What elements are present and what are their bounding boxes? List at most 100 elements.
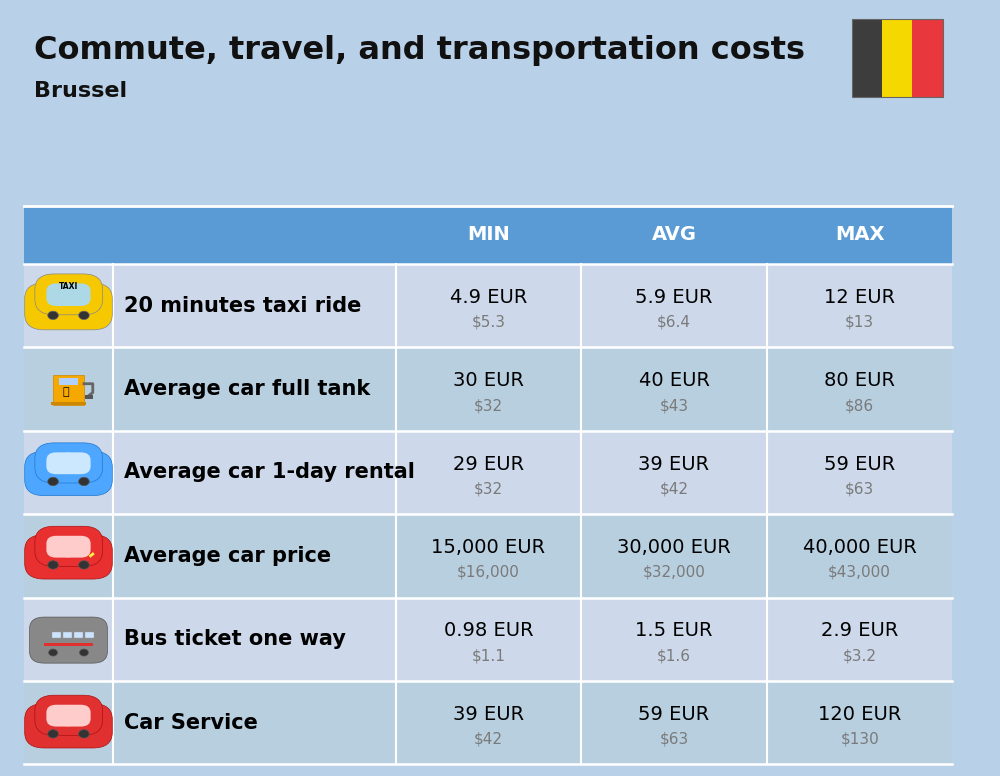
- Text: $3.2: $3.2: [843, 649, 877, 663]
- Bar: [24, 681, 113, 764]
- FancyBboxPatch shape: [60, 535, 91, 558]
- Text: 39 EUR: 39 EUR: [453, 705, 524, 724]
- Circle shape: [51, 706, 59, 712]
- Bar: [24, 514, 113, 598]
- Text: $1.1: $1.1: [472, 649, 505, 663]
- Text: $5.3: $5.3: [471, 315, 505, 330]
- Circle shape: [48, 729, 58, 738]
- Text: 2.9 EUR: 2.9 EUR: [821, 622, 898, 640]
- Circle shape: [48, 311, 58, 320]
- Circle shape: [80, 649, 88, 656]
- Circle shape: [48, 561, 58, 569]
- Bar: [53, 375, 84, 405]
- Bar: [396, 347, 581, 431]
- Text: 40 EUR: 40 EUR: [639, 371, 710, 390]
- Bar: [113, 431, 396, 514]
- Text: 30,000 EUR: 30,000 EUR: [617, 538, 731, 557]
- FancyBboxPatch shape: [60, 705, 91, 726]
- Circle shape: [79, 561, 89, 569]
- Text: 💧: 💧: [63, 386, 70, 397]
- Bar: [63, 632, 72, 638]
- Bar: [882, 19, 912, 97]
- Text: Car Service: Car Service: [124, 712, 258, 733]
- Circle shape: [79, 477, 89, 486]
- Bar: [767, 206, 952, 264]
- Text: $1.6: $1.6: [657, 649, 691, 663]
- Bar: [51, 402, 86, 405]
- Text: 80 EUR: 80 EUR: [824, 371, 895, 390]
- Bar: [581, 431, 767, 514]
- Text: 1.5 EUR: 1.5 EUR: [635, 622, 713, 640]
- Text: $63: $63: [845, 482, 874, 497]
- Bar: [767, 347, 952, 431]
- Bar: [113, 514, 396, 598]
- Bar: [852, 19, 882, 97]
- Bar: [581, 264, 767, 348]
- Bar: [396, 681, 581, 764]
- Bar: [767, 264, 952, 348]
- Bar: [85, 632, 94, 638]
- FancyBboxPatch shape: [46, 535, 77, 558]
- Text: $42: $42: [474, 732, 503, 747]
- Text: $43: $43: [659, 398, 689, 413]
- Bar: [113, 264, 396, 348]
- FancyBboxPatch shape: [35, 274, 103, 315]
- Text: 40,000 EUR: 40,000 EUR: [803, 538, 917, 557]
- Bar: [581, 598, 767, 681]
- Text: $43,000: $43,000: [828, 565, 891, 580]
- Bar: [24, 264, 113, 348]
- Text: TAXI: TAXI: [59, 282, 78, 291]
- Bar: [396, 431, 581, 514]
- Text: 20 minutes taxi ride: 20 minutes taxi ride: [124, 296, 362, 316]
- Bar: [581, 347, 767, 431]
- FancyBboxPatch shape: [46, 452, 77, 474]
- Text: $42: $42: [660, 482, 689, 497]
- Text: $32: $32: [474, 482, 503, 497]
- Text: MAX: MAX: [835, 225, 884, 244]
- Text: Average car 1-day rental: Average car 1-day rental: [124, 462, 415, 483]
- Bar: [44, 643, 93, 646]
- Circle shape: [79, 729, 89, 738]
- Text: Average car price: Average car price: [124, 546, 331, 566]
- Bar: [912, 19, 943, 97]
- Bar: [113, 347, 396, 431]
- Text: 5.9 EUR: 5.9 EUR: [635, 288, 713, 307]
- Text: Bus ticket one way: Bus ticket one way: [124, 629, 346, 650]
- Bar: [85, 395, 93, 399]
- Text: Brussel: Brussel: [34, 81, 127, 102]
- Text: Average car full tank: Average car full tank: [124, 379, 371, 399]
- FancyBboxPatch shape: [46, 283, 77, 306]
- Bar: [113, 681, 396, 764]
- Text: $32: $32: [474, 398, 503, 413]
- Text: MIN: MIN: [467, 225, 510, 244]
- FancyBboxPatch shape: [35, 443, 103, 483]
- Text: AVG: AVG: [652, 225, 697, 244]
- Text: 59 EUR: 59 EUR: [824, 455, 895, 473]
- Circle shape: [79, 708, 84, 712]
- Bar: [767, 514, 952, 598]
- Text: 59 EUR: 59 EUR: [638, 705, 710, 724]
- Bar: [852, 19, 943, 97]
- FancyBboxPatch shape: [30, 617, 107, 663]
- FancyBboxPatch shape: [46, 705, 77, 726]
- Text: 120 EUR: 120 EUR: [818, 705, 901, 724]
- Text: $32,000: $32,000: [643, 565, 705, 580]
- Text: 15,000 EUR: 15,000 EUR: [431, 538, 546, 557]
- Bar: [581, 681, 767, 764]
- FancyBboxPatch shape: [60, 283, 91, 306]
- Circle shape: [48, 477, 58, 486]
- Text: $130: $130: [840, 732, 879, 747]
- Bar: [581, 206, 767, 264]
- Text: 30 EUR: 30 EUR: [453, 371, 524, 390]
- Bar: [396, 206, 581, 264]
- Text: Commute, travel, and transportation costs: Commute, travel, and transportation cost…: [34, 35, 805, 66]
- Circle shape: [79, 311, 89, 320]
- Bar: [24, 598, 113, 681]
- FancyBboxPatch shape: [60, 452, 91, 474]
- Text: 39 EUR: 39 EUR: [638, 455, 710, 473]
- Bar: [74, 632, 83, 638]
- Circle shape: [78, 706, 86, 712]
- Bar: [24, 347, 113, 431]
- Bar: [767, 431, 952, 514]
- Text: 0.98 EUR: 0.98 EUR: [444, 622, 533, 640]
